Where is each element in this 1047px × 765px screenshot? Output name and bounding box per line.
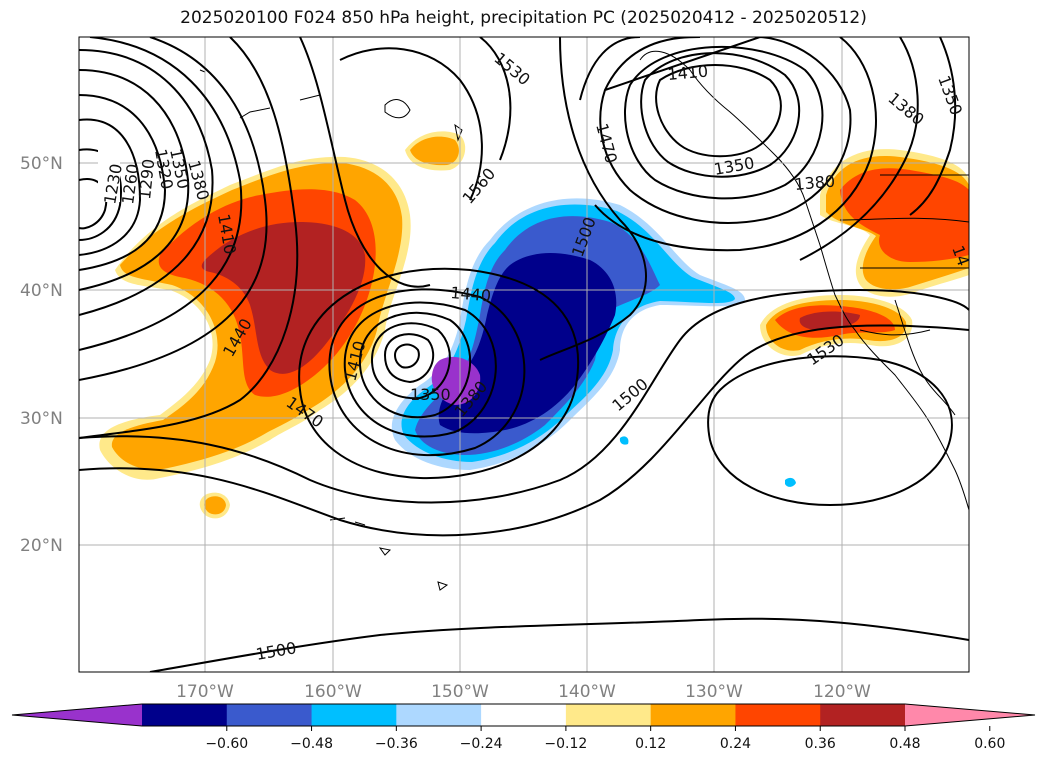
colorbar-bin <box>820 704 906 726</box>
lon-label-170w: 170°W <box>176 682 234 702</box>
colorbar-bin <box>142 704 228 726</box>
lat-label-30n: 30°N <box>20 409 63 429</box>
colorbar-extend-low <box>12 704 142 726</box>
precip-negative <box>391 198 796 487</box>
lat-label-50n: 50°N <box>20 154 63 174</box>
height-contours <box>79 37 969 672</box>
colorbar-tick-label: 0.24 <box>720 736 751 752</box>
contour-label: 1410 <box>667 62 709 84</box>
lat-label-20n: 20°N <box>20 536 63 556</box>
colorbar-tick-label: −0.12 <box>544 736 587 752</box>
colorbar-tick-label: 0.36 <box>805 736 836 752</box>
lat-label-40n: 40°N <box>20 281 63 301</box>
colorbar-bin <box>735 704 821 726</box>
contour-label: 1290 <box>135 158 158 200</box>
colorbar-bin <box>396 704 482 726</box>
contour-label: 1380 <box>794 172 836 194</box>
lon-label-150w: 150°W <box>431 682 489 702</box>
colorbar-tick-label: 0.48 <box>889 736 920 752</box>
lon-label-160w: 160°W <box>304 682 362 702</box>
lon-labels: 170°W 160°W 150°W 140°W 130°W 120°W <box>176 682 871 702</box>
colorbar-outline <box>11 703 1036 727</box>
contour-label: 1350 <box>410 385 451 404</box>
map-title: 2025020100 F024 850 hPa height, precipit… <box>180 8 867 28</box>
colorbar-bin <box>650 704 736 726</box>
lon-label-140w: 140°W <box>558 682 616 702</box>
colorbar-tick-label: −0.36 <box>375 736 418 752</box>
lon-label-130w: 130°W <box>685 682 743 702</box>
colorbar-tick-label: −0.24 <box>460 736 503 752</box>
colorbar-bin <box>481 704 567 726</box>
colorbar-tick-label: 0.60 <box>974 736 1005 752</box>
colorbar-tick-label: −0.48 <box>290 736 333 752</box>
colorbar-tick-label: −0.60 <box>205 736 248 752</box>
map-border <box>78 36 970 673</box>
map-panel: 1230 1260 1290 1320 1350 1380 1410 1440 … <box>79 37 973 672</box>
contour-label: 14 <box>948 243 973 269</box>
colorbar-extend-high <box>905 704 1035 726</box>
colorbar-tick-label: 0.12 <box>635 736 666 752</box>
lon-label-120w: 120°W <box>813 682 871 702</box>
colorbar-bin <box>311 704 397 726</box>
lat-labels: 50°N 40°N 30°N 20°N <box>20 154 63 556</box>
colorbar-bin <box>226 704 313 726</box>
contour-label: 1440 <box>450 283 492 305</box>
colorbar: −0.60 −0.48 −0.36 −0.24 −0.12 0.12 0.24 0.36 0.4… <box>11 703 1036 752</box>
colorbar-bin <box>565 704 652 726</box>
